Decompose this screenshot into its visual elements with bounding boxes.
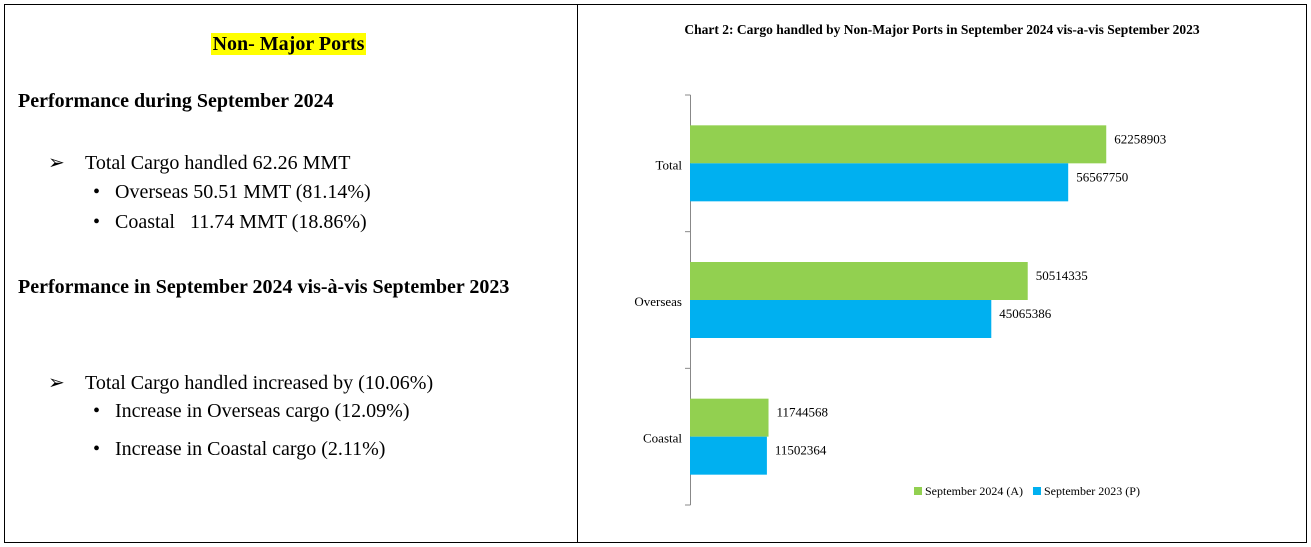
bullet: Total Cargo handled increased by (10.06%…: [85, 372, 434, 394]
dot: •: [93, 181, 101, 203]
chart-title: Chart 2: Cargo handled by Non-Major Port…: [684, 22, 1199, 37]
legend-swatch: [1032, 487, 1041, 495]
heading: Performance during September 2024: [18, 90, 334, 112]
bar: [690, 125, 1107, 164]
title-text: Non- Major Ports: [210, 33, 367, 55]
arrow: ➢: [48, 372, 65, 394]
data-label: 45065386: [999, 306, 1052, 321]
bullet: Total Cargo handled 62.26 MMT: [85, 152, 351, 174]
category-label: Overseas: [634, 294, 682, 309]
bar: [690, 262, 1028, 300]
dot: •: [93, 438, 101, 460]
sub-bullet: Increase in Coastal cargo (2.11%): [115, 438, 386, 460]
data-label: 11502364: [775, 443, 827, 458]
bar: [690, 300, 992, 338]
data-label: 11744568: [777, 405, 829, 420]
sub-bullet: Overseas 50.51 MMT (81.14%): [115, 181, 371, 203]
sub-bullet: Increase in Overseas cargo (12.09%): [115, 400, 410, 422]
legend-swatch: [914, 487, 922, 495]
bar: [690, 398, 769, 437]
category-label: Total: [655, 157, 682, 172]
dot: •: [93, 400, 101, 422]
data-label: 50514335: [1036, 268, 1088, 283]
data-label: 62258903: [1114, 131, 1166, 146]
legend-label: September 2023 (P): [1044, 484, 1140, 498]
category-label: Coastal: [643, 431, 682, 446]
dot: •: [93, 211, 101, 233]
sub-bullet: Coastal 11.74 MMT (18.86%): [115, 211, 367, 233]
panel-title: Non- Major Ports: [0, 30, 577, 59]
data-label: 56567750: [1076, 169, 1128, 184]
frame: [4, 4, 1307, 543]
heading: Performance in September 2024 vis-à-vis …: [18, 276, 510, 298]
bar: [690, 163, 1069, 202]
bar: [690, 436, 767, 475]
arrow: ➢: [48, 152, 65, 174]
legend-label: September 2024 (A): [925, 484, 1023, 498]
